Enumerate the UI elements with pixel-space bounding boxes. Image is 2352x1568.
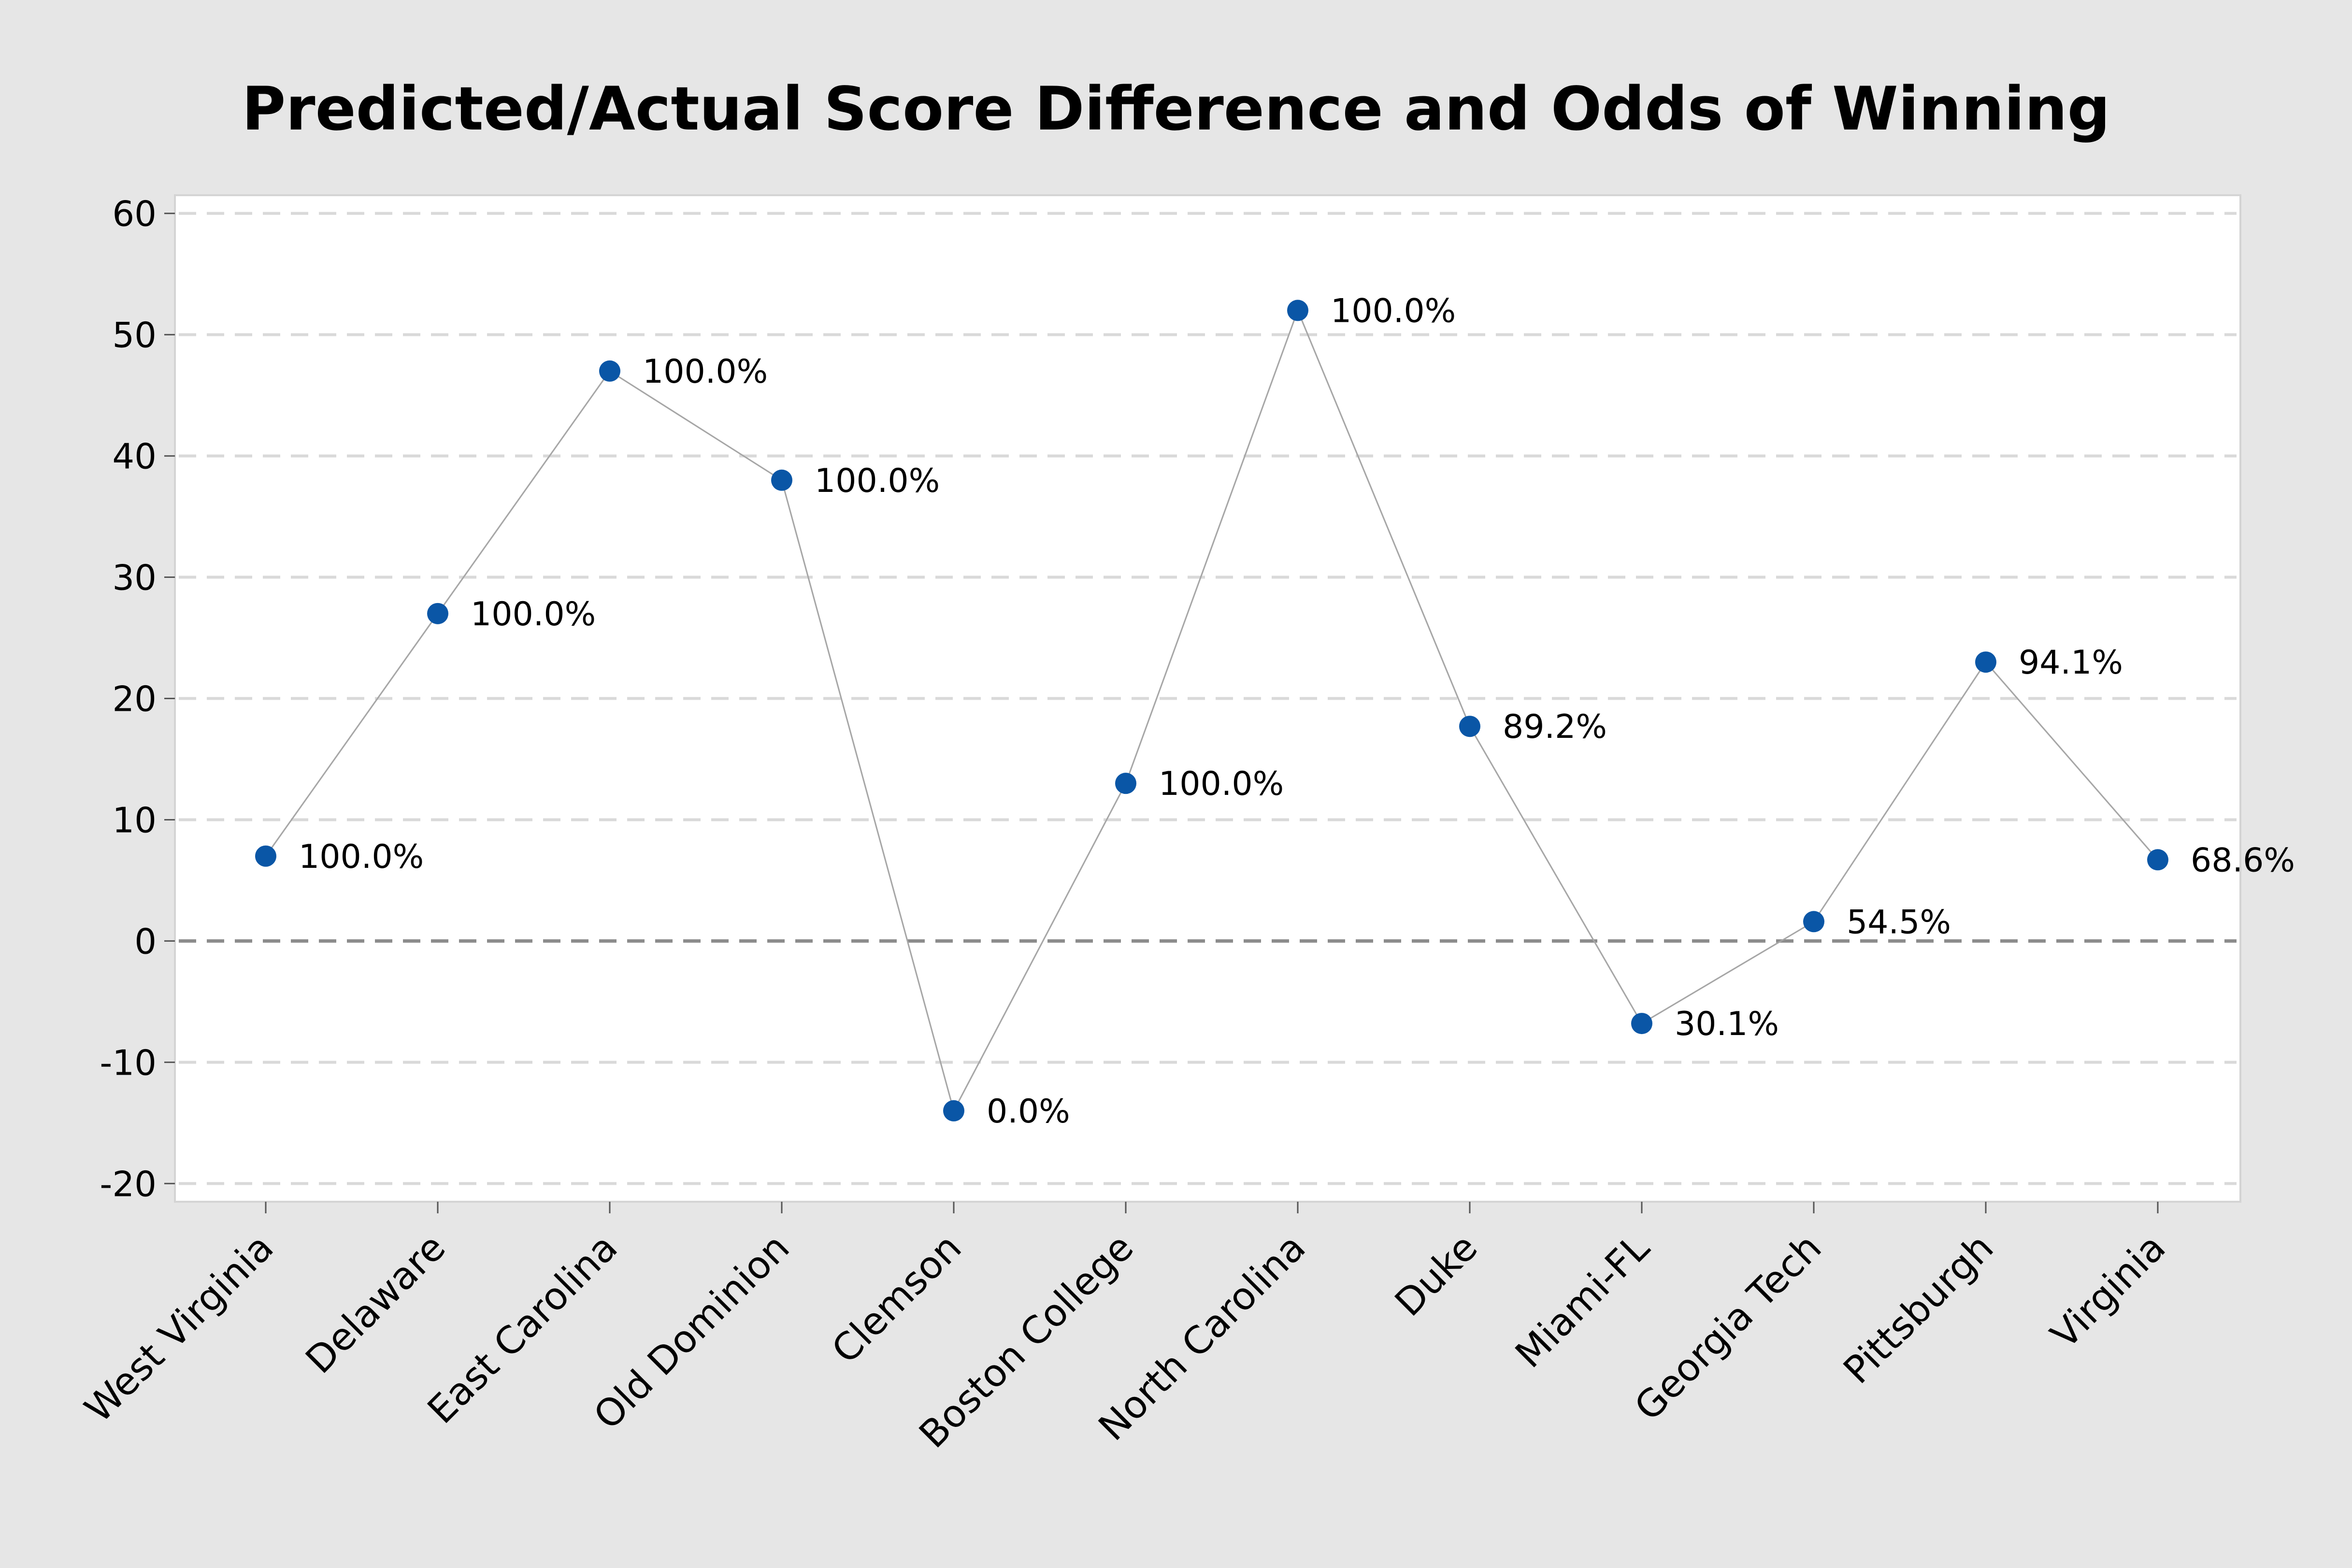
- x-category-label: Delaware: [298, 1226, 454, 1382]
- series-connector-line: [265, 308, 2159, 1113]
- data-label: 54.5%: [1847, 903, 1951, 941]
- data-label: 89.2%: [1503, 708, 1607, 746]
- y-tick-label: -10: [100, 1042, 157, 1083]
- data-label: 100.0%: [643, 353, 768, 391]
- data-label: 0.0%: [987, 1093, 1070, 1131]
- data-label: 100.0%: [299, 838, 424, 876]
- data-point: [771, 469, 792, 491]
- data-point: [1115, 773, 1136, 794]
- data-point: [1803, 911, 1824, 933]
- data-point: [427, 603, 448, 624]
- data-label: 100.0%: [815, 462, 940, 500]
- data-point: [1287, 300, 1308, 321]
- x-category-label: Duke: [1387, 1226, 1486, 1325]
- y-tick-label: 60: [112, 194, 157, 234]
- data-label: 30.1%: [1675, 1005, 1779, 1043]
- y-tick-label: 0: [134, 921, 157, 962]
- data-points: [255, 300, 2168, 1122]
- data-point: [943, 1100, 964, 1122]
- data-label: 100.0%: [1331, 292, 1456, 330]
- data-label: 100.0%: [1159, 765, 1284, 803]
- y-tick-label: -20: [100, 1164, 157, 1204]
- x-category-label: Pittsburgh: [1836, 1226, 2002, 1393]
- data-point: [1975, 651, 1996, 673]
- y-tick-label: 50: [112, 315, 157, 356]
- y-tick-label: 20: [112, 679, 157, 719]
- data-point: [599, 360, 620, 382]
- grid-lines: [179, 212, 2237, 1185]
- y-tick-label: 10: [112, 800, 157, 840]
- chart-title: Predicted/Actual Score Difference and Od…: [242, 74, 2110, 144]
- x-category-label: Virginia: [2043, 1226, 2174, 1357]
- data-label: 68.6%: [2191, 841, 2295, 879]
- x-category-label: West Virginia: [77, 1226, 282, 1431]
- data-point: [1631, 1013, 1652, 1035]
- y-tick-label: 40: [112, 436, 157, 477]
- x-category-label: Miami-FL: [1507, 1225, 1658, 1376]
- data-point: [1459, 716, 1480, 737]
- data-labels: 100.0% 100.0% 100.0% 100.0% 0.0% 100.0% 100.0%…: [299, 292, 2295, 1130]
- data-point: [255, 845, 276, 867]
- data-point: [2147, 849, 2168, 871]
- y-tick-label: 30: [112, 558, 157, 598]
- data-label: 94.1%: [2019, 644, 2123, 682]
- data-label: 100.0%: [471, 595, 596, 633]
- x-category-label: Clemson: [824, 1226, 970, 1372]
